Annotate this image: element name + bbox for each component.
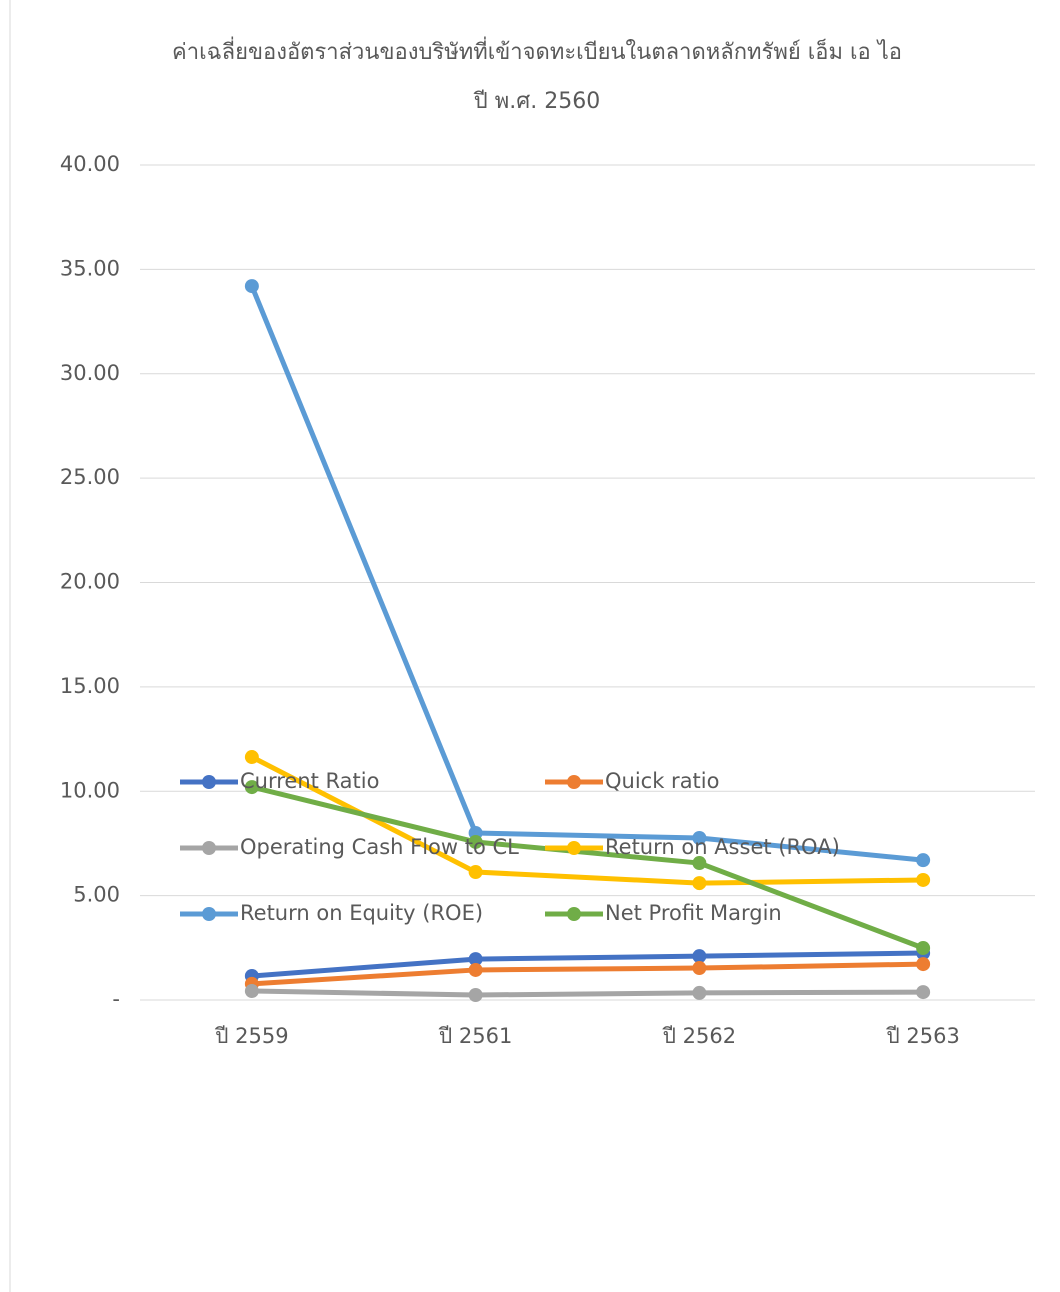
y-tick-label: 35.00: [60, 256, 120, 280]
y-tick-label: 25.00: [60, 465, 120, 489]
data-point: [244, 279, 259, 294]
data-point: [468, 962, 483, 977]
x-tick-label: ปี 2562: [662, 1024, 736, 1048]
y-tick-label: 40.00: [60, 152, 120, 176]
legend-label: Return on Asset (ROA): [605, 835, 840, 859]
legend-marker: [567, 907, 581, 921]
series-line: [251, 784, 925, 951]
data-point: [692, 949, 707, 964]
data-point: [692, 985, 707, 1000]
legend-label: Quick ratio: [605, 769, 719, 793]
chart-subtitle: ปี พ.ศ. 2560: [473, 89, 601, 114]
data-point: [916, 985, 931, 1000]
data-point: [916, 957, 931, 972]
data-point: [692, 961, 707, 976]
chart-title: ค่าเฉลี่ยของอัตราส่วนของบริษัทที่เข้าจดท…: [172, 36, 902, 65]
series-line: [251, 950, 924, 979]
y-tick-label: 30.00: [60, 361, 120, 385]
legend-marker: [202, 907, 216, 921]
series-line: [251, 988, 924, 998]
series-line: [251, 961, 924, 987]
y-tick-label: 15.00: [60, 674, 120, 698]
data-point: [916, 872, 931, 887]
legend-label: Net Profit Margin: [605, 901, 782, 925]
data-point: [468, 865, 483, 880]
data-point: [692, 856, 707, 871]
y-tick-label: -: [112, 987, 120, 1011]
data-point: [244, 780, 259, 795]
x-tick-label: ปี 2559: [214, 1024, 288, 1048]
legend-marker: [567, 775, 581, 789]
legend-marker: [567, 841, 581, 855]
y-tick-label: 5.00: [73, 883, 120, 907]
data-point: [468, 834, 483, 849]
x-tick-label: ปี 2561: [438, 1024, 512, 1048]
legend-marker: [202, 775, 216, 789]
data-point: [244, 984, 259, 999]
data-point: [468, 987, 483, 1002]
data-point: [916, 853, 931, 868]
y-tick-label: 10.00: [60, 778, 120, 802]
x-tick-label: ปี 2563: [886, 1024, 960, 1048]
data-point: [468, 952, 483, 967]
y-tick-label: 20.00: [60, 570, 120, 594]
data-point: [692, 876, 707, 891]
data-point: [692, 831, 707, 846]
legend-label: Operating Cash Flow to CL: [240, 835, 519, 859]
legend-label: Current Ratio: [240, 769, 379, 793]
series-line: [249, 285, 924, 863]
legend-marker: [202, 841, 216, 855]
data-point: [916, 941, 931, 956]
data-point: [244, 750, 259, 765]
legend-label: Return on Equity (ROE): [240, 901, 483, 925]
